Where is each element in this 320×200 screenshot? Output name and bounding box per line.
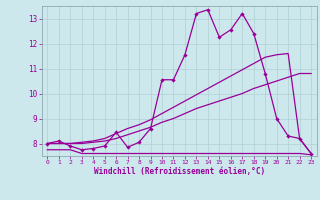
X-axis label: Windchill (Refroidissement éolien,°C): Windchill (Refroidissement éolien,°C) bbox=[94, 167, 265, 176]
